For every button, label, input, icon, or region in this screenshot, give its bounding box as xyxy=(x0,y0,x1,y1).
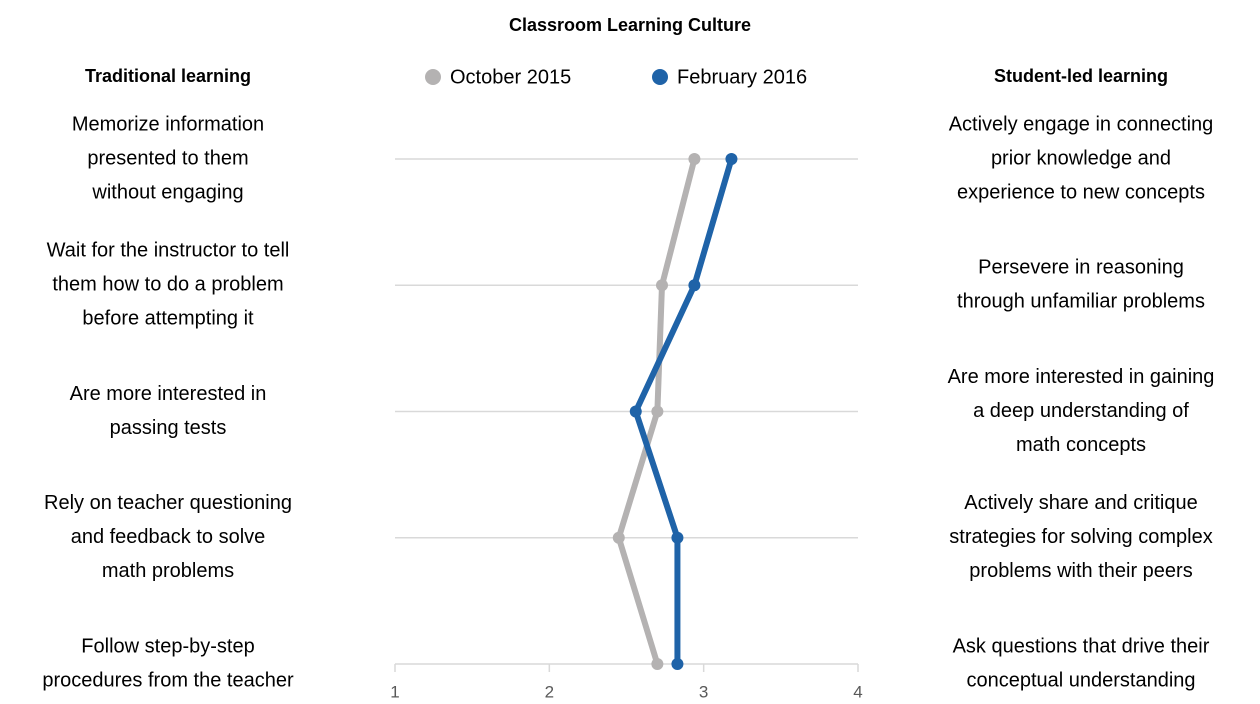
left-label: without engaging xyxy=(91,181,243,203)
left-label: them how to do a problem xyxy=(52,274,283,296)
x-tick-label: 1 xyxy=(390,682,399,701)
data-point xyxy=(688,153,701,165)
right-header: Student-led learning xyxy=(994,66,1168,86)
x-tick-label: 4 xyxy=(853,682,862,701)
right-label: problems with their peers xyxy=(969,560,1192,582)
right-label: Actively share and critique xyxy=(964,492,1197,514)
left-label: Are more interested in xyxy=(70,383,267,405)
data-point xyxy=(655,279,668,292)
right-label: conceptual understanding xyxy=(966,669,1195,691)
left-label: math problems xyxy=(102,560,234,582)
data-point xyxy=(612,531,625,544)
left-label: Follow step-by-step xyxy=(81,635,254,657)
data-point xyxy=(671,531,684,544)
left-label: procedures from the teacher xyxy=(42,669,294,691)
legend-label: October 2015 xyxy=(450,66,571,88)
legend-marker xyxy=(425,69,441,85)
left-label: Wait for the instructor to tell xyxy=(47,240,290,262)
left-header: Traditional learning xyxy=(85,66,251,86)
right-label: through unfamiliar problems xyxy=(957,291,1205,313)
left-label: Rely on teacher questioning xyxy=(44,492,292,514)
right-label: a deep understanding of xyxy=(973,400,1189,422)
left-label: before attempting it xyxy=(82,308,254,330)
data-point xyxy=(725,153,738,165)
left-label: and feedback to solve xyxy=(71,526,266,548)
left-label: Memorize information xyxy=(72,113,264,135)
right-label: math concepts xyxy=(1016,434,1146,456)
data-point xyxy=(688,279,701,292)
x-tick-label: 3 xyxy=(699,682,708,701)
left-label: passing tests xyxy=(110,417,227,439)
right-label: Persevere in reasoning xyxy=(978,257,1184,279)
data-point xyxy=(651,405,664,418)
right-label: Are more interested in gaining xyxy=(948,366,1215,388)
legend-marker xyxy=(652,69,668,85)
x-tick-label: 2 xyxy=(545,682,554,701)
right-label: prior knowledge and xyxy=(991,147,1171,169)
right-label: Ask questions that drive their xyxy=(953,635,1210,657)
left-label: presented to them xyxy=(87,147,248,169)
right-label: Actively engage in connecting xyxy=(949,113,1214,135)
data-point xyxy=(671,658,684,670)
data-point xyxy=(629,405,642,418)
data-point xyxy=(651,658,664,670)
right-label: strategies for solving complex xyxy=(949,526,1212,548)
right-label: experience to new concepts xyxy=(957,181,1205,203)
legend-label: February 2016 xyxy=(677,66,807,88)
chart-title: Classroom Learning Culture xyxy=(509,15,751,35)
